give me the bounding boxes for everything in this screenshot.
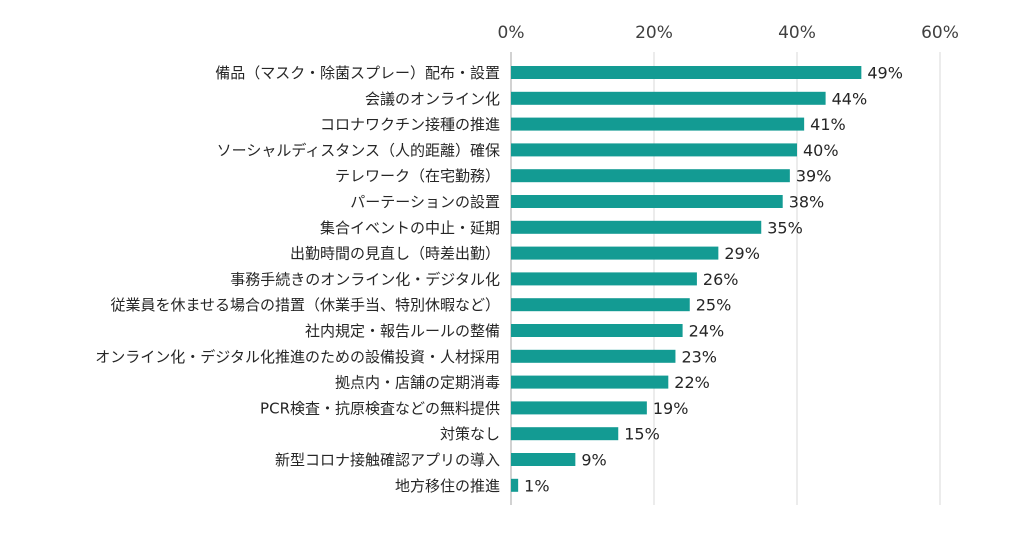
data-label: 23% <box>681 347 717 366</box>
x-tick-label: 60% <box>921 23 959 43</box>
bar <box>511 298 690 312</box>
bar <box>511 272 697 286</box>
data-label: 41% <box>810 115 846 134</box>
bar <box>511 195 783 208</box>
category-labels: 備品（マスク・除菌スプレー）配布・設置会議のオンライン化コロナワクチン接種の推進… <box>95 64 500 495</box>
data-label: 38% <box>789 193 825 212</box>
bar <box>511 478 519 492</box>
data-label: 19% <box>653 399 689 418</box>
category-label: 新型コロナ接触確認アプリの導入 <box>275 451 500 469</box>
category-label: テレワーク（在宅勤務） <box>335 167 500 185</box>
category-label: 地方移住の推進 <box>395 477 500 495</box>
x-axis-ticks: 0% 20% 40% 60% <box>498 23 959 43</box>
bar <box>511 246 719 260</box>
category-label: 事務手続きのオンライン化・デジタル化 <box>230 270 500 288</box>
data-label: 1% <box>524 476 549 495</box>
category-label: 備品（マスク・除菌スプレー）配布・設置 <box>215 64 500 82</box>
data-label: 22% <box>674 373 710 392</box>
category-label: ソーシャルディスタンス（人的距離）確保 <box>217 141 500 159</box>
category-label: 出勤時間の見直し（時差出勤） <box>290 245 500 263</box>
data-label: 9% <box>581 451 606 470</box>
data-label: 40% <box>803 141 839 160</box>
x-tick-label: 20% <box>635 23 673 43</box>
data-label: 44% <box>832 89 868 108</box>
data-label: 35% <box>767 218 803 237</box>
category-label: 拠点内・店舗の定期消毒 <box>335 374 500 392</box>
data-labels: 49% 44% 41% 40% 39% 38% 35% 29% 26% 25% 24% 23% 22% 1… <box>524 64 903 496</box>
category-label: PCR検査・抗原検査などの無料提供 <box>260 399 500 417</box>
data-label: 49% <box>867 64 903 83</box>
category-label: 社内規定・報告ルールの整備 <box>305 322 500 340</box>
bar <box>511 169 790 183</box>
bar <box>511 91 826 105</box>
category-label: 集合イベントの中止・延期 <box>320 219 500 237</box>
bar <box>511 324 683 337</box>
bar <box>511 453 576 466</box>
bar <box>511 401 647 415</box>
data-label: 39% <box>796 167 832 186</box>
x-tick-label: 0% <box>498 23 525 43</box>
category-label: 従業員を休ませる場合の措置（休業手当、特別休暇など） <box>110 296 500 314</box>
bar <box>511 220 762 234</box>
category-label: パーテーションの設置 <box>350 193 500 211</box>
bar <box>511 143 797 157</box>
category-label: 会議のオンライン化 <box>365 90 500 108</box>
data-label: 25% <box>696 296 732 315</box>
bar <box>511 427 619 441</box>
category-label: オンライン化・デジタル化推進のための設備投資・人材採用 <box>95 348 500 366</box>
category-label: コロナワクチン接種の推進 <box>320 116 500 134</box>
x-tick-label: 40% <box>778 23 816 43</box>
category-label: 対策なし <box>440 425 500 443</box>
data-label: 29% <box>724 244 760 263</box>
bar <box>511 117 805 131</box>
bar <box>511 349 676 363</box>
data-label: 24% <box>689 322 725 341</box>
data-label: 15% <box>624 425 660 444</box>
data-label: 26% <box>703 270 739 289</box>
bar <box>511 66 862 79</box>
bars <box>511 66 862 492</box>
bar <box>511 375 669 389</box>
